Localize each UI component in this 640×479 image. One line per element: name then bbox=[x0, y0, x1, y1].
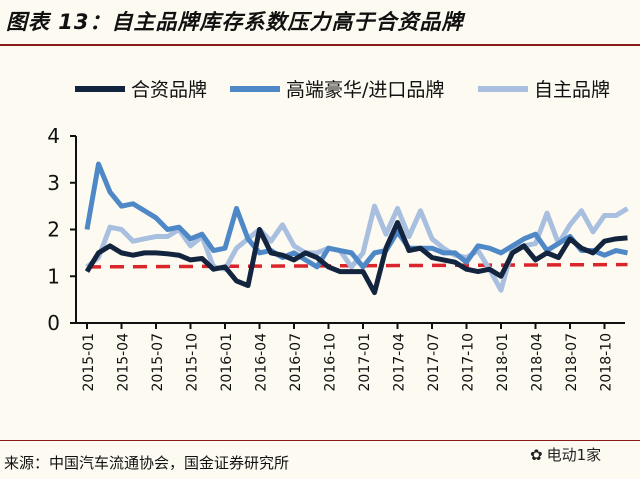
x-tick-label: 2015-01 bbox=[81, 333, 97, 392]
watermark: ✿ 电动1家 bbox=[530, 444, 601, 465]
x-tick-label: 2018-04 bbox=[530, 333, 546, 392]
x-tick-label: 2015-10 bbox=[185, 333, 201, 392]
series-line-0 bbox=[84, 219, 628, 296]
x-tick-label: 2016-04 bbox=[254, 333, 270, 392]
wechat-icon: ✿ bbox=[530, 445, 543, 464]
y-tick-label: 4 bbox=[47, 124, 60, 148]
line-chart: 0 1 2 3 4 2015-01 2015-04 2015-07 2015-10 2016-01… bbox=[47, 79, 629, 392]
x-tick-label: 2017-07 bbox=[426, 333, 442, 392]
x-tick-label: 2017-01 bbox=[357, 333, 373, 392]
x-tick-label: 2018-07 bbox=[564, 333, 580, 392]
legend-label: 高端豪华/进口品牌 bbox=[286, 79, 444, 101]
x-tick-label: 2015-07 bbox=[150, 333, 166, 392]
reference-line bbox=[86, 262, 628, 269]
source-note: 来源：中国汽车流通协会，国金证券研究所 bbox=[4, 454, 290, 472]
legend-label: 自主品牌 bbox=[534, 79, 610, 101]
legend-label: 合资品牌 bbox=[131, 79, 207, 101]
x-tick-label: 2017-10 bbox=[461, 333, 477, 392]
chart-title: 图表 13：自主品牌库存系数压力高于合资品牌 bbox=[6, 10, 464, 34]
y-tick-label: 2 bbox=[47, 218, 60, 242]
y-tick-label: 1 bbox=[47, 264, 60, 288]
watermark-text: 电动1家 bbox=[546, 446, 602, 464]
y-tick-label: 0 bbox=[47, 311, 60, 335]
x-tick-label: 2017-04 bbox=[392, 333, 408, 392]
x-tick-label: 2018-01 bbox=[495, 333, 511, 392]
title-divider bbox=[0, 44, 640, 46]
x-tick-label: 2016-07 bbox=[288, 333, 304, 392]
footer-divider bbox=[0, 440, 640, 441]
x-tick-label: 2016-01 bbox=[219, 333, 235, 392]
x-tick-label: 2016-10 bbox=[323, 333, 339, 392]
x-tick-label: 2018-10 bbox=[599, 333, 615, 392]
series-line-1 bbox=[84, 161, 628, 270]
x-tick-label: 2015-04 bbox=[116, 333, 132, 392]
y-tick-label: 3 bbox=[47, 171, 60, 195]
